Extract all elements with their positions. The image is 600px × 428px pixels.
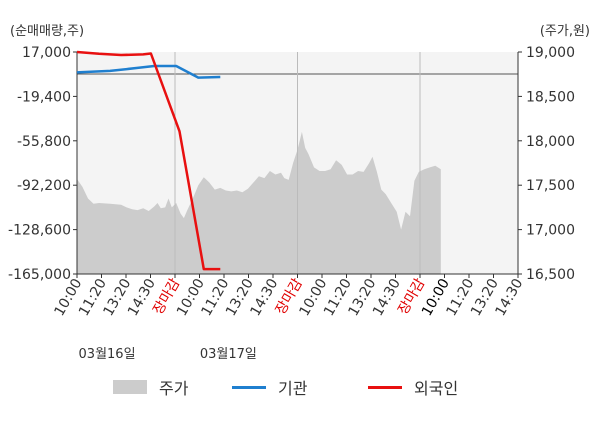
legend-swatch-foreign	[368, 385, 402, 389]
left-tick-label: -92,200	[17, 178, 71, 194]
left-tick-label: -55,800	[17, 134, 71, 150]
right-tick-label: 18,000	[526, 134, 575, 150]
left-tick-label: -128,600	[8, 223, 71, 239]
date-label: 03월17일	[200, 347, 257, 362]
date-label: 03월16일	[79, 347, 136, 362]
left-tick-label: 17,000	[22, 45, 71, 61]
right-tick-label: 17,500	[526, 178, 575, 194]
legend-swatch-price	[113, 380, 147, 394]
legend: 주가 기관 외국인	[0, 375, 600, 399]
left-axis-unit: (순매매량,주)	[10, 24, 85, 39]
legend-item-institution: 기관	[232, 375, 307, 399]
legend-swatch-institution	[232, 385, 266, 389]
legend-label-foreign: 외국인	[414, 379, 459, 398]
price-area	[77, 131, 441, 274]
left-tick-label: -165,000	[8, 267, 71, 283]
right-tick-label: 17,000	[526, 223, 575, 239]
right-axis-unit: (주가,원)	[539, 24, 590, 39]
legend-label-price: 주가	[159, 379, 189, 398]
legend-label-institution: 기관	[278, 379, 308, 398]
foreign-line	[76, 50, 221, 271]
right-tick-label: 19,000	[526, 45, 575, 61]
legend-item-price: 주가	[113, 375, 188, 399]
right-tick-label: 16,500	[526, 267, 575, 283]
left-tick-label: -19,400	[17, 89, 71, 105]
right-tick-label: 18,500	[526, 89, 575, 105]
legend-item-foreign: 외국인	[368, 375, 458, 399]
